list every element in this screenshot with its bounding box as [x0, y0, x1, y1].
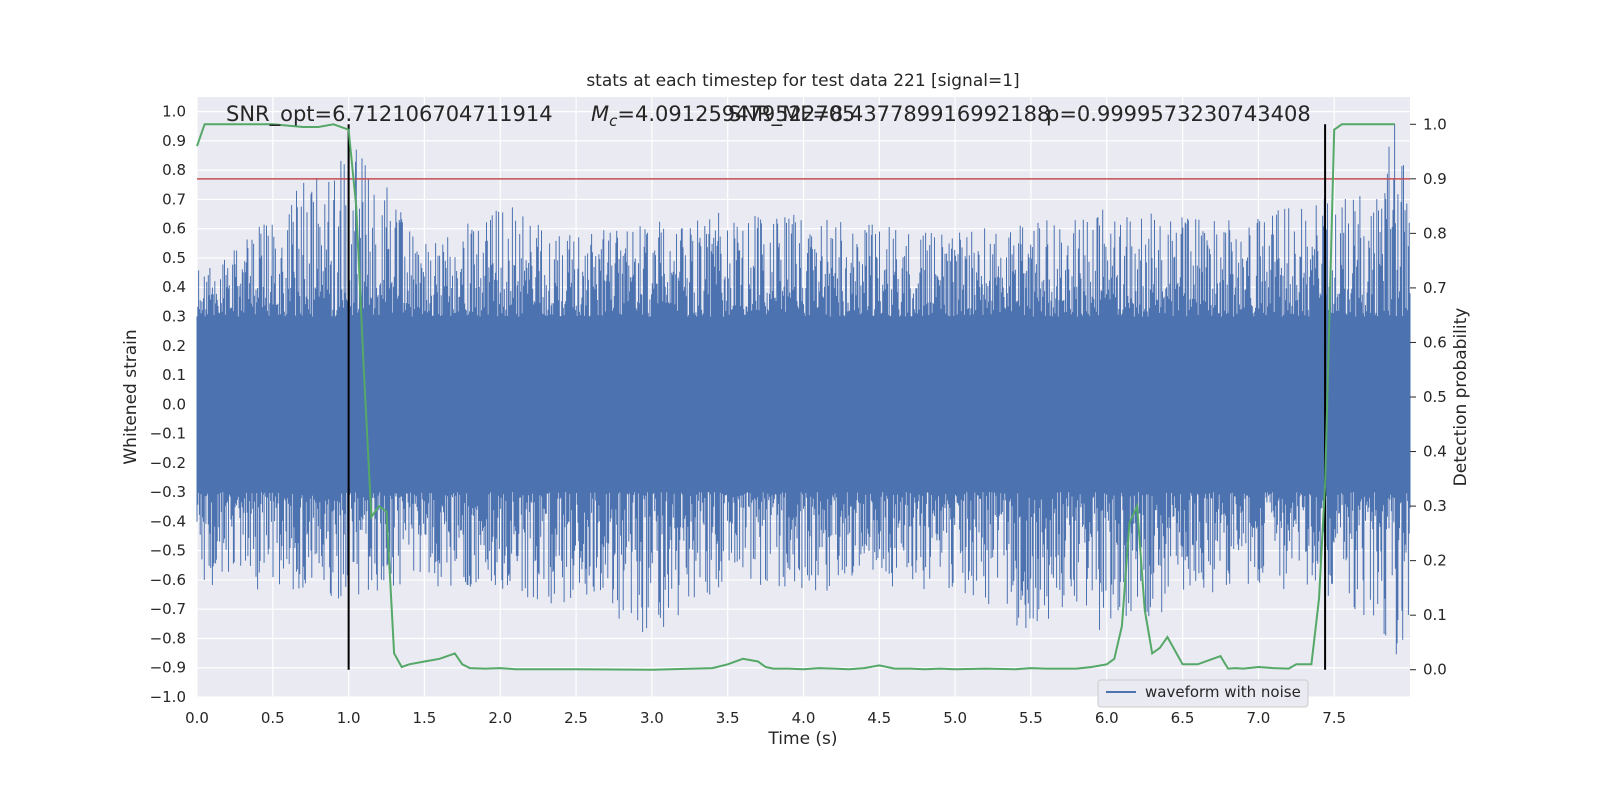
y-tick-label-7: −0.3: [150, 483, 186, 501]
chirp-mass-subscript: c: [609, 112, 618, 130]
x-tick-label-6: 3.0: [640, 709, 664, 727]
y2-tick-label-10: 1.0: [1423, 115, 1447, 133]
y2-tick-label-5: 0.5: [1423, 388, 1447, 406]
x-tick-label-15: 7.5: [1322, 709, 1346, 727]
x-tick-label-8: 4.0: [792, 709, 816, 727]
y2-tick-label-2: 0.2: [1423, 552, 1447, 570]
x-tick-labels: 0.0 0.5 1.0 1.5 2.0 2.5 3.0 3.5 4.0 4.5 5.0 5.5 6.0 6…: [185, 709, 1346, 727]
y2-tick-label-7: 0.7: [1423, 279, 1447, 297]
y-tick-label-17: 0.7: [162, 190, 186, 208]
y2-axis-label: Detection probability: [1451, 308, 1471, 487]
y-tick-label-8: −0.2: [150, 454, 186, 472]
chirp-mass-symbol: M: [591, 102, 609, 126]
x-tick-label-11: 5.5: [1019, 709, 1043, 727]
y-tick-label-3: −0.7: [150, 600, 186, 618]
x-tick-label-9: 4.5: [867, 709, 891, 727]
event-marker-lines: [347, 124, 1327, 670]
x-tick-label-10: 5.0: [943, 709, 967, 727]
y-tick-label-6: −0.4: [150, 512, 186, 530]
waveform-trace: [196, 123, 1411, 655]
y-tick-label-5: −0.5: [150, 542, 186, 560]
legend-entry-waveform: waveform with noise: [1145, 683, 1301, 701]
y-tick-label-0: −1.0: [150, 688, 186, 706]
y-tick-label-4: −0.6: [150, 571, 186, 589]
y-tick-label-11: 0.1: [162, 366, 186, 384]
y-tick-labels: −1.0 −0.9 −0.8 −0.7 −0.6 −0.5 −0.4 −0.3 −0.2 −0.1…: [150, 103, 186, 706]
y2-tick-label-8: 0.8: [1423, 224, 1447, 242]
y-tick-label-10: 0.0: [162, 395, 186, 413]
chirp-mass-annotation: Mc=4.091259479522705: [591, 102, 855, 130]
y-tick-label-15: 0.5: [162, 249, 186, 267]
x-tick-label-2: 1.0: [337, 709, 361, 727]
legend: waveform with noise: [1097, 679, 1309, 708]
y2-tick-label-1: 0.1: [1423, 606, 1447, 624]
y-tick-label-2: −0.8: [150, 629, 186, 647]
y2-tick-labels: 0.0 0.1 0.2 0.3 0.4 0.5 0.6 0.7 0.8 0.9 1.0: [1410, 115, 1447, 679]
x-axis-label: Time (s): [767, 729, 837, 749]
detection-probability-line: [196, 123, 1395, 671]
y-tick-label-12: 0.2: [162, 337, 186, 355]
x-tick-label-0: 0.0: [185, 709, 209, 727]
y-tick-label-19: 0.9: [162, 132, 186, 150]
y-axis-label: Whitened strain: [121, 329, 141, 464]
legend-box: [1097, 679, 1309, 708]
y-tick-label-14: 0.4: [162, 278, 186, 296]
x-tick-label-5: 2.5: [564, 709, 588, 727]
x-tick-label-7: 3.5: [716, 709, 740, 727]
y-tick-label-16: 0.6: [162, 220, 186, 238]
y-tick-label-9: −0.1: [150, 425, 186, 443]
y2-tick-label-0: 0.0: [1423, 661, 1447, 679]
y2-tick-label-4: 0.4: [1423, 443, 1447, 461]
y-tick-label-13: 0.3: [162, 308, 186, 326]
snr-opt-annotation: SNR_opt=6.712106704711914: [226, 102, 553, 127]
x-tick-label-13: 6.5: [1171, 709, 1195, 727]
x-tick-label-12: 6.0: [1095, 709, 1119, 727]
snr-mf-annotation: SNR_MF=8.437789916992188: [728, 102, 1050, 127]
x-tick-label-14: 7.0: [1246, 709, 1270, 727]
x-tick-label-4: 2.0: [488, 709, 512, 727]
waveform-with-noise-series: [196, 123, 1411, 655]
y-tick-label-1: −0.9: [150, 659, 186, 677]
y-tick-label-18: 0.8: [162, 161, 186, 179]
x-tick-label-1: 0.5: [261, 709, 285, 727]
y2-tick-label-3: 0.3: [1423, 497, 1447, 515]
y2-tick-label-9: 0.9: [1423, 170, 1447, 188]
y2-tick-label-6: 0.6: [1423, 333, 1447, 351]
chirp-mass-value: =4.091259479522705: [617, 102, 855, 126]
chart-title: stats at each timestep for test data 221…: [586, 71, 1019, 91]
y-tick-label-20: 1.0: [162, 103, 186, 121]
p-value-annotation: p=0.9999573230743408: [1046, 102, 1311, 126]
x-tick-label-3: 1.5: [413, 709, 437, 727]
